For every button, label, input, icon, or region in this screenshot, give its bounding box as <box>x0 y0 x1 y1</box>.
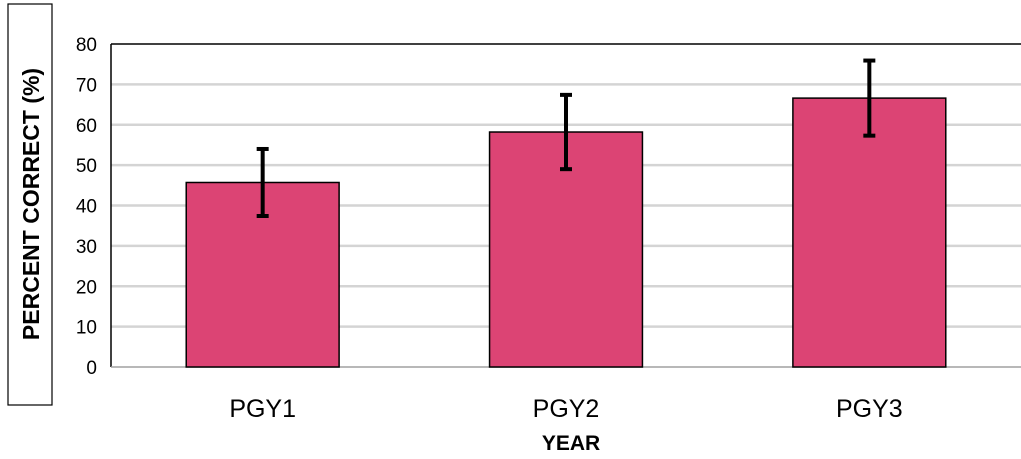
y-tick-labels: 0 10 20 30 40 50 60 70 80 <box>76 35 97 379</box>
y-tick-label: 60 <box>76 116 97 137</box>
error-bar-pgy3 <box>863 58 876 138</box>
y-tick-label: 40 <box>76 197 97 218</box>
y-tick-label: 50 <box>76 156 97 177</box>
y-axis-title: PERCENT CORRECT (%) <box>18 68 44 340</box>
y-tick-label: 70 <box>76 75 97 96</box>
error-bar-pgy1 <box>256 146 269 218</box>
y-tick-label: 30 <box>76 237 97 258</box>
y-axis-title-frame <box>7 3 53 406</box>
bar-pgy3 <box>792 97 947 368</box>
y-tick-label: 20 <box>76 277 97 298</box>
y-tick-label: 10 <box>76 318 97 339</box>
y-tick-label: 0 <box>86 358 97 379</box>
x-category-labels: PGY1 PGY2 PGY3 <box>229 395 902 423</box>
error-bar-pgy2 <box>560 92 572 172</box>
x-category-label: PGY1 <box>229 395 296 423</box>
error-bars <box>256 58 876 218</box>
x-category-label: PGY3 <box>836 395 903 423</box>
x-category-label: PGY2 <box>533 395 600 423</box>
x-axis-title: YEAR <box>542 432 600 455</box>
bar-pgy2 <box>488 131 644 368</box>
y-tick-label: 80 <box>76 35 97 56</box>
